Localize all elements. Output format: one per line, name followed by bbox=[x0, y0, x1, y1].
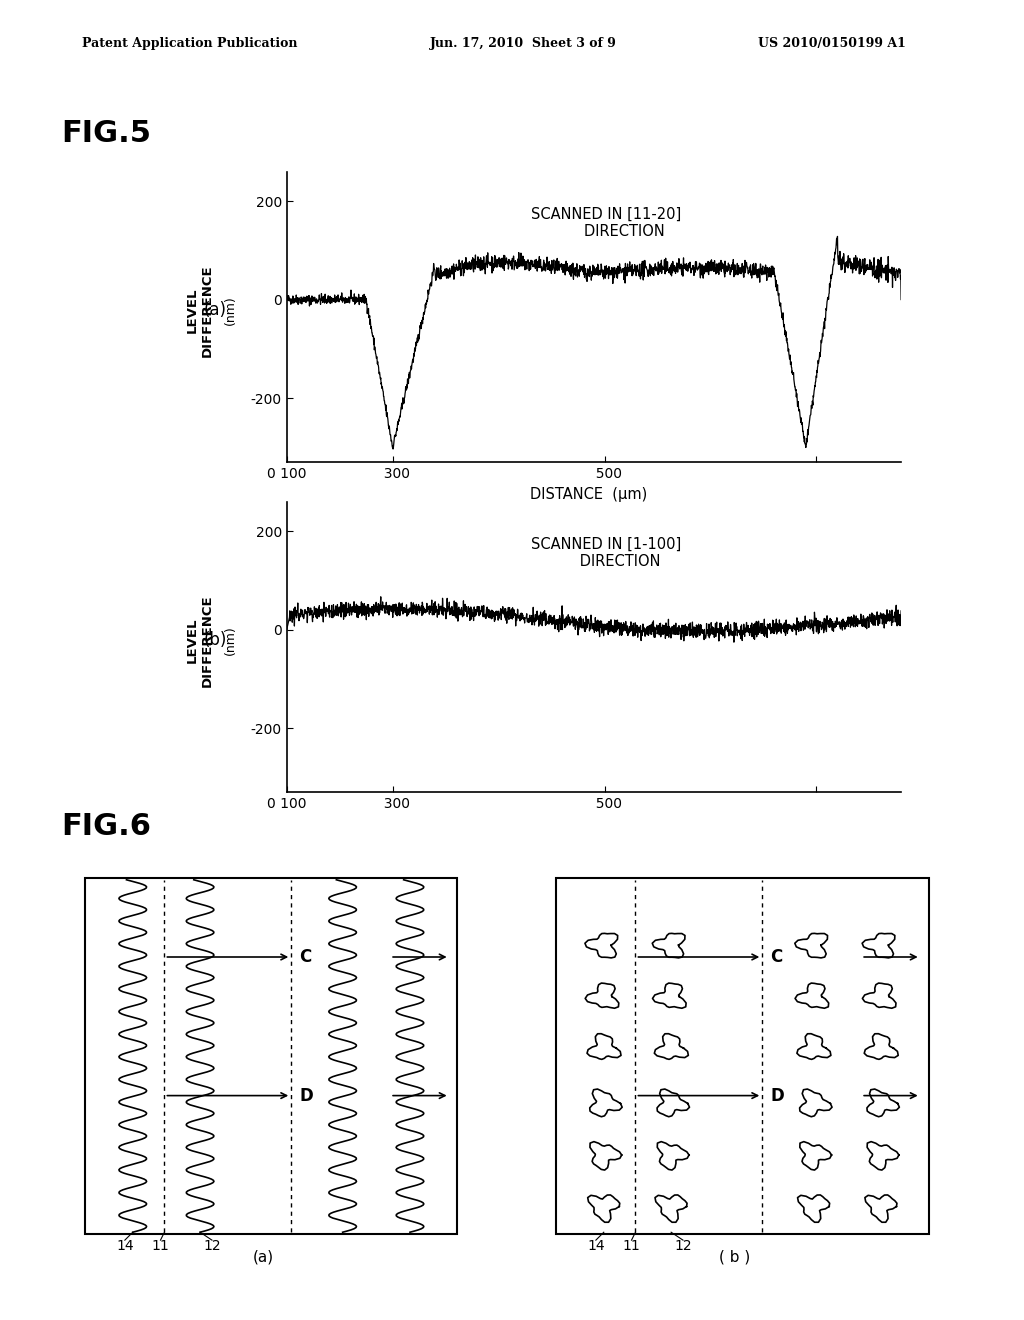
Text: 11: 11 bbox=[623, 1239, 640, 1253]
Text: D: D bbox=[770, 1086, 783, 1105]
Text: (nm): (nm) bbox=[224, 296, 237, 325]
Text: (a): (a) bbox=[204, 301, 226, 319]
Text: FIG.5: FIG.5 bbox=[61, 119, 152, 148]
Text: FIG.6: FIG.6 bbox=[61, 812, 152, 841]
Text: US 2010/0150199 A1: US 2010/0150199 A1 bbox=[758, 37, 905, 50]
Text: LEVEL
DIFFERENCE: LEVEL DIFFERENCE bbox=[185, 264, 214, 356]
Text: C: C bbox=[299, 948, 311, 966]
Text: 14: 14 bbox=[587, 1239, 605, 1253]
Text: (a): (a) bbox=[253, 1250, 274, 1265]
Text: Patent Application Publication: Patent Application Publication bbox=[82, 37, 297, 50]
Text: D: D bbox=[299, 1086, 312, 1105]
Text: LEVEL
DIFFERENCE: LEVEL DIFFERENCE bbox=[185, 594, 214, 686]
Text: 14: 14 bbox=[116, 1239, 134, 1253]
Text: 12: 12 bbox=[203, 1239, 221, 1253]
Text: 11: 11 bbox=[152, 1239, 169, 1253]
Text: (b): (b) bbox=[204, 631, 226, 649]
Text: SCANNED IN [1-100]
      DIRECTION: SCANNED IN [1-100] DIRECTION bbox=[531, 536, 681, 569]
Text: C: C bbox=[770, 948, 782, 966]
Text: DISTANCE  (μm): DISTANCE (μm) bbox=[530, 487, 647, 503]
Text: ( b ): ( b ) bbox=[719, 1250, 751, 1265]
Text: Jun. 17, 2010  Sheet 3 of 9: Jun. 17, 2010 Sheet 3 of 9 bbox=[430, 37, 616, 50]
Text: 12: 12 bbox=[674, 1239, 692, 1253]
Text: (nm): (nm) bbox=[224, 626, 237, 655]
Text: SCANNED IN [11-20]
        DIRECTION: SCANNED IN [11-20] DIRECTION bbox=[531, 206, 681, 239]
